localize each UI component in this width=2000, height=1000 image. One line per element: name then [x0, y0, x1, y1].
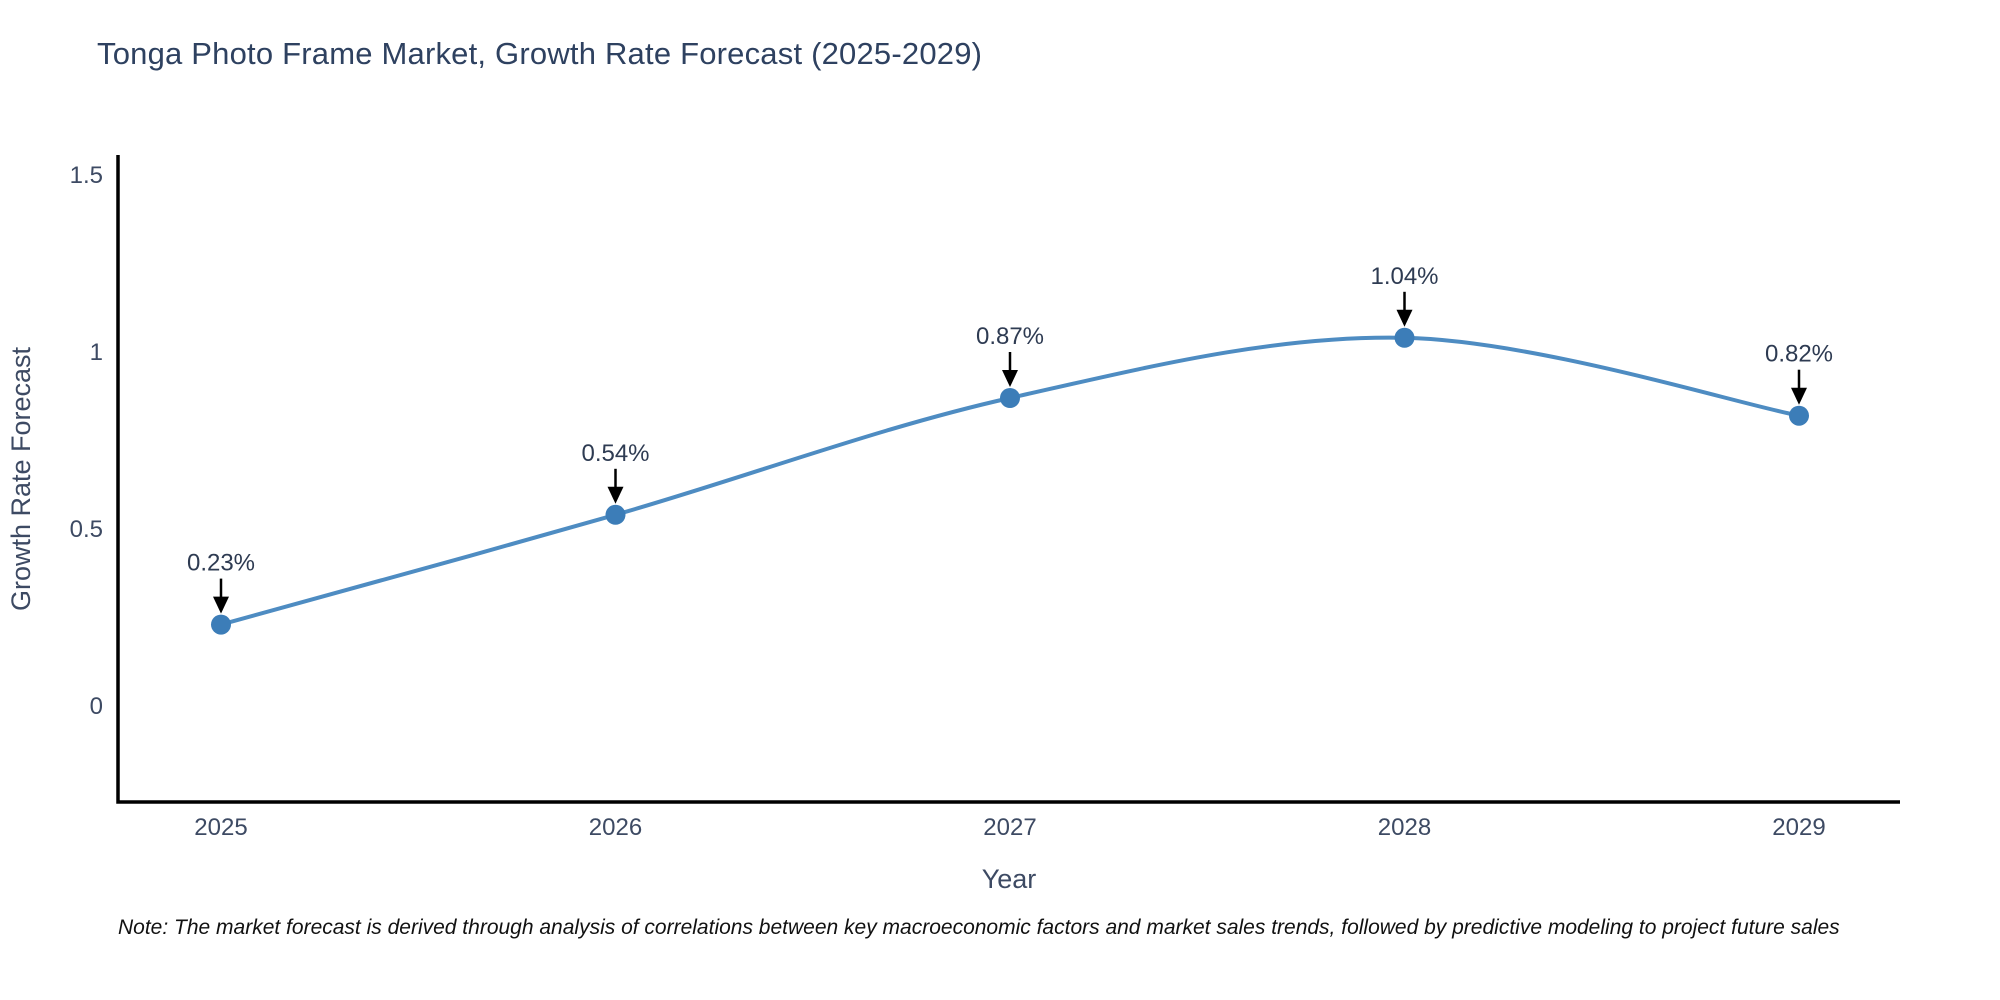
footnote: Note: The market forecast is derived thr… [118, 916, 1840, 939]
annotation-label: 0.23% [187, 550, 255, 577]
axes-lines [116, 155, 1900, 804]
xtick-label: 2025 [194, 814, 247, 841]
annotation-label: 0.87% [976, 323, 1044, 350]
data-point-marker [1789, 405, 1809, 426]
chart-title: Tonga Photo Frame Market, Growth Rate Fo… [97, 36, 983, 71]
annotation-label: 1.04% [1370, 263, 1438, 290]
data-point-marker [1394, 327, 1415, 348]
annotation-label: 0.82% [1765, 341, 1833, 368]
xtick-label: 2027 [983, 814, 1036, 841]
annotation-arrowhead [1002, 370, 1018, 387]
data-point-marker [1000, 388, 1020, 408]
ytick-label: 0 [90, 693, 103, 720]
ytick-label: 1.5 [70, 162, 103, 189]
annotation-arrowhead [1396, 309, 1413, 327]
y-axis-title: Growth Rate Forecast [6, 346, 36, 611]
annotation-arrowhead [213, 596, 229, 614]
ytick-label: 0.5 [70, 516, 103, 543]
annotation-label: 0.54% [581, 440, 649, 467]
xtick-label: 2028 [1378, 814, 1431, 841]
annotation-arrowhead [607, 486, 624, 504]
x-axis-title: Year [982, 864, 1037, 894]
xtick-label: 2029 [1772, 814, 1825, 841]
annotation-arrowhead [1791, 387, 1807, 405]
xtick-label: 2026 [589, 814, 642, 841]
ytick-label: 1 [90, 339, 103, 366]
data-point-marker [605, 504, 626, 525]
data-point-marker [211, 614, 231, 635]
